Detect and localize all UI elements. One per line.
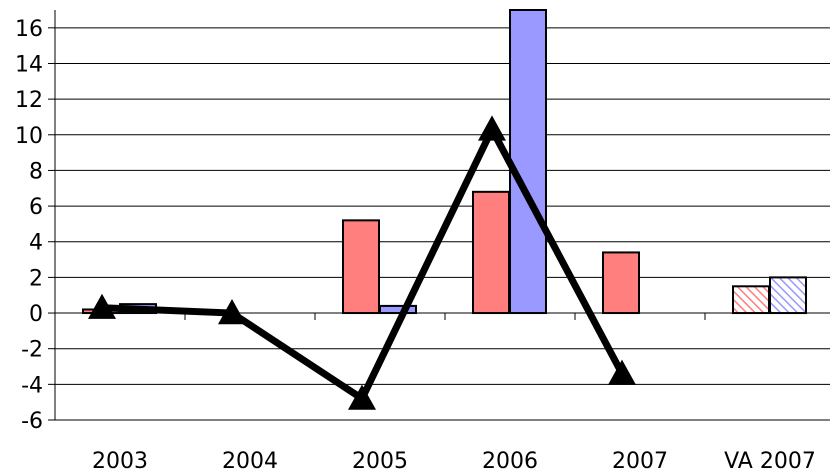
axes [48, 10, 706, 421]
line-point [348, 384, 376, 410]
y-tick-label: 0 [29, 302, 43, 327]
line-point [218, 299, 246, 325]
bar [342, 219, 380, 315]
line-series [88, 115, 636, 410]
y-tick-label: 16 [15, 17, 43, 42]
bar [769, 276, 807, 315]
y-tick-label: -4 [21, 373, 43, 398]
y-tick-label: 6 [29, 195, 43, 220]
bar [472, 190, 510, 315]
x-tick-label: 2006 [482, 449, 538, 470]
y-tick-label: 2 [29, 266, 43, 291]
y-tick-label: -2 [21, 338, 43, 363]
y-tick-label: 14 [15, 52, 43, 77]
y-tick-label: -6 [21, 409, 43, 434]
y-tick-label: 12 [15, 88, 43, 113]
y-tick-label: 10 [15, 124, 43, 149]
x-tick-label: 2004 [222, 449, 278, 470]
bar [732, 285, 770, 315]
tick-labels: 16 14 12 10 8 6 4 2 0 -2 -4 -6 2003 2004 2005 2006 2007 V… [15, 17, 816, 474]
line-point [478, 115, 506, 141]
bar [602, 251, 640, 315]
y-tick-label: 8 [29, 159, 43, 184]
x-tick-label: 2003 [92, 449, 148, 470]
line-point [608, 359, 636, 385]
y-tick-label: 4 [29, 231, 43, 256]
line-point [88, 293, 116, 319]
x-tick-label: 2007 [612, 449, 668, 470]
bar [379, 304, 417, 315]
bars [82, 9, 807, 315]
x-tick-label: 2005 [352, 449, 408, 470]
x-tick-label: VA 2007 [724, 449, 816, 470]
bar [509, 9, 547, 315]
